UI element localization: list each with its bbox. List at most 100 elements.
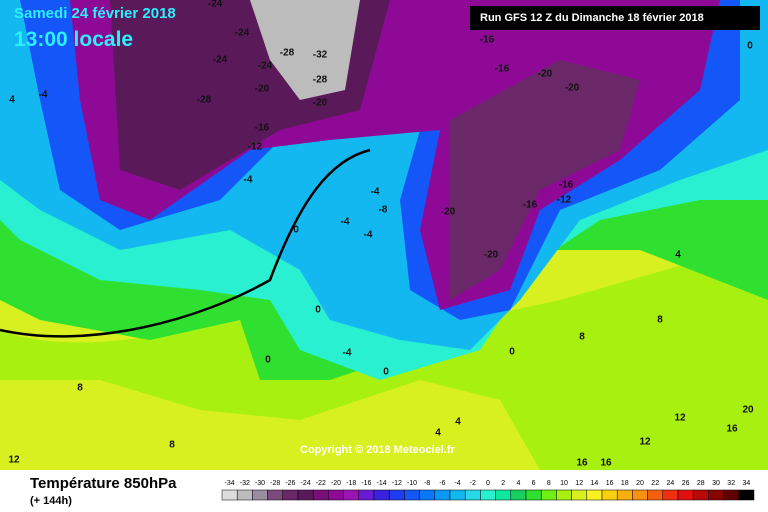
- scale-label: -32: [240, 480, 250, 487]
- scale-swatch: [723, 489, 740, 501]
- contour-label: 8: [579, 332, 585, 343]
- scale-swatch: [677, 489, 694, 501]
- scale-label: -16: [361, 480, 371, 487]
- map: [0, 0, 768, 470]
- copyright: Copyright © 2018 Meteociel.fr: [300, 444, 456, 456]
- scale-label: -28: [270, 480, 280, 487]
- scale-label: 2: [501, 480, 505, 487]
- scale-label: 8: [547, 480, 551, 487]
- contour-label: 0: [509, 347, 515, 358]
- contour-label: 8: [169, 440, 175, 451]
- contour-label: 0: [315, 305, 321, 316]
- contour-label: -16: [523, 200, 538, 211]
- scale-label: 14: [591, 480, 599, 487]
- scale-swatch: [692, 489, 709, 501]
- scale-swatch: [708, 489, 724, 501]
- contour-label: -20: [441, 207, 456, 218]
- scale-swatch: [738, 489, 755, 501]
- scale-swatch: [312, 489, 329, 501]
- scale-label: -4: [454, 480, 460, 487]
- scale-swatch: [267, 489, 284, 501]
- scale-swatch: [662, 489, 679, 501]
- scale-label: -24: [301, 480, 311, 487]
- scale-swatch: [495, 489, 512, 501]
- scale-swatch: [525, 489, 542, 501]
- scale-swatch: [328, 489, 344, 501]
- contour-label: -20: [313, 98, 328, 109]
- footer-title: Température 850hPa: [30, 475, 177, 492]
- scale-swatch: [464, 489, 481, 501]
- contour-label: -12: [248, 142, 263, 153]
- contour-label: -4: [341, 217, 350, 228]
- footer-lead: (+ 144h): [30, 495, 72, 507]
- contour-label: -24: [258, 61, 273, 72]
- scale-swatch: [571, 489, 588, 501]
- contour-label: 4: [675, 250, 681, 261]
- scale-swatch: [282, 489, 299, 501]
- scale-label: 6: [532, 480, 536, 487]
- scale-swatch: [343, 489, 360, 501]
- scale-swatch: [297, 489, 314, 501]
- scale-label: -30: [255, 480, 265, 487]
- contour-label: -4: [39, 90, 48, 101]
- contour-label: -8: [379, 205, 388, 216]
- coldest-core: [250, 0, 360, 100]
- contour-label: -28: [280, 48, 295, 59]
- scale-label: -14: [377, 480, 387, 487]
- contour-label: -28: [197, 95, 212, 106]
- scale-label: 32: [727, 480, 735, 487]
- scale-swatch: [388, 489, 405, 501]
- scale-label: -2: [470, 480, 476, 487]
- scale-label: -18: [346, 480, 356, 487]
- scale-label: 10: [560, 480, 568, 487]
- contour-label: -4: [371, 187, 380, 198]
- scale-label: -20: [331, 480, 341, 487]
- contour-label: 16: [600, 458, 612, 469]
- contour-label: -16: [480, 35, 495, 46]
- contour-label: -20: [255, 84, 270, 95]
- scale-label: -10: [407, 480, 417, 487]
- contour-label: -4: [364, 230, 373, 241]
- contour-labels: -24 -24 -24 -28 -24 -28 -32 -28 -20 -20 -16 -12 -4 0 -…: [8, 0, 754, 469]
- contour-label: 4: [455, 417, 461, 428]
- scale-label: 22: [651, 480, 659, 487]
- contour-label: -20: [538, 69, 553, 80]
- scale-swatch: [616, 489, 633, 501]
- scale-label: 12: [575, 480, 583, 487]
- scale-swatch: [586, 489, 603, 501]
- contour-label: -24: [213, 55, 228, 66]
- contour-label: 12: [8, 455, 20, 466]
- contour-label: -24: [235, 28, 250, 39]
- contour-label: 16: [726, 424, 738, 435]
- color-scale: -34 -32 -30 -28 -26 -24 -22 -20 -18 -16 -14 -12 -10-…: [221, 480, 755, 501]
- scale-swatch: [221, 489, 238, 501]
- scale-label: 18: [621, 480, 629, 487]
- run-label: Run GFS 12 Z du Dimanche 18 février 2018: [480, 12, 704, 24]
- contour-label: -20: [484, 250, 499, 261]
- scale-swatch: [373, 489, 390, 501]
- contour-label: -4: [343, 348, 352, 359]
- scale-label: -6: [439, 480, 445, 487]
- scale-label: 4: [516, 480, 520, 487]
- scale-label: 0: [486, 480, 490, 487]
- scale-label: -34: [225, 480, 235, 487]
- contour-label: -4: [244, 175, 253, 186]
- scale-swatch: [404, 489, 420, 501]
- contour-label: 0: [293, 225, 299, 236]
- contour-label: -32: [313, 50, 328, 61]
- scale-swatch: [449, 489, 466, 501]
- scale-swatch: [601, 489, 618, 501]
- scale-label: 28: [697, 480, 705, 487]
- scale-swatch: [540, 489, 557, 501]
- contour-label: -16: [495, 64, 510, 75]
- contour-label: -16: [559, 180, 574, 191]
- contour-label: 0: [747, 41, 753, 52]
- contour-label: -28: [313, 75, 328, 86]
- contour-label: 8: [77, 383, 83, 394]
- scale-swatch: [419, 489, 436, 501]
- scale-swatch: [510, 489, 527, 501]
- contour-label: -24: [208, 0, 223, 10]
- scale-swatch: [647, 489, 664, 501]
- scale-label: 34: [743, 480, 751, 487]
